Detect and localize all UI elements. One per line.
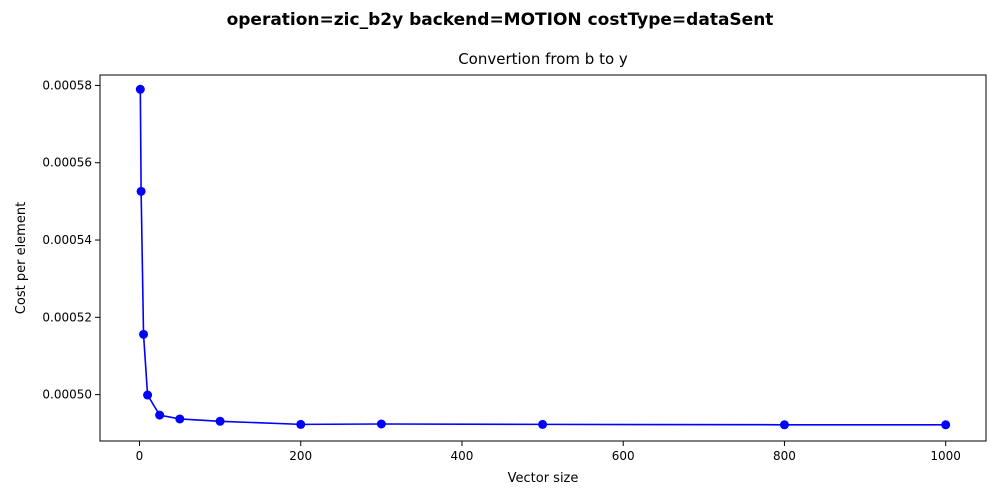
x-axis-ticks: 0 200 400 600 800 1000 xyxy=(136,441,961,463)
data-point xyxy=(215,416,225,426)
data-point xyxy=(941,420,951,430)
y-tick-label: 0.00056 xyxy=(42,156,92,170)
series-line xyxy=(139,89,946,426)
axes-frame xyxy=(99,74,987,442)
y-axis-ticks: 0.00050 0.00052 0.00054 0.00056 0.00058 xyxy=(42,78,100,402)
x-tick-label: 1000 xyxy=(930,449,961,463)
x-tick-label: 800 xyxy=(773,449,796,463)
y-tick-label: 0.00058 xyxy=(42,78,92,92)
x-tick-label: 400 xyxy=(451,449,474,463)
x-tick-label: 600 xyxy=(612,449,635,463)
data-point xyxy=(135,84,145,94)
data-point xyxy=(155,410,165,420)
data-point xyxy=(779,420,789,430)
y-tick-label: 0.00054 xyxy=(42,233,92,247)
y-tick-label: 0.00052 xyxy=(42,310,92,324)
data-point xyxy=(143,390,153,400)
plot-area xyxy=(100,75,986,441)
y-tick-label: 0.00050 xyxy=(42,388,92,402)
data-point xyxy=(175,414,185,424)
x-axis-label: Vector size xyxy=(508,471,579,486)
data-point xyxy=(376,419,386,429)
x-tick-label: 0 xyxy=(136,449,144,463)
figure-suptitle: operation=zic_b2y backend=MOTION costTyp… xyxy=(227,10,774,30)
chart-title: Convertion from b to y xyxy=(458,50,628,68)
data-point xyxy=(136,186,146,196)
y-axis-label: Cost per element xyxy=(14,202,29,314)
data-point xyxy=(538,419,548,429)
series-layer xyxy=(135,84,951,430)
x-tick-label: 200 xyxy=(289,449,312,463)
data-point xyxy=(296,419,306,429)
data-point xyxy=(139,329,149,339)
